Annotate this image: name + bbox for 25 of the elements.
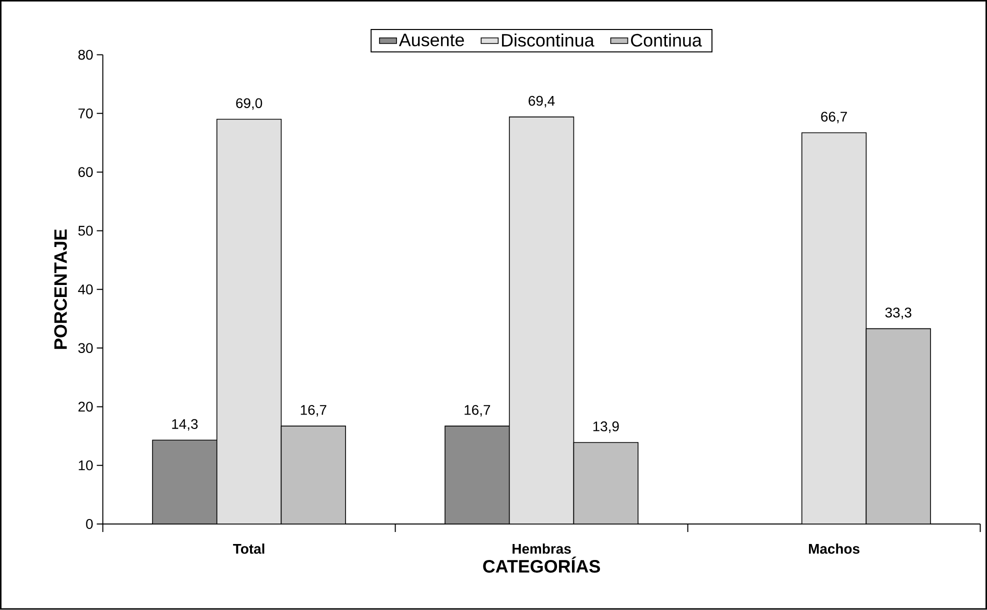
y-tick-label: 20 [78, 402, 93, 412]
legend-label: Continua [631, 34, 702, 47]
x-tick-label: Machos [808, 544, 860, 554]
x-tick-label: Hembras [512, 544, 571, 554]
y-tick-label: 30 [78, 343, 93, 354]
data-label: 13,9 [593, 422, 619, 434]
legend-label: Ausente [398, 34, 464, 46]
y-tick-label: 70 [78, 108, 93, 118]
y-tick-label: 50 [78, 226, 93, 236]
y-tick-label: 40 [78, 284, 93, 294]
y-tick-label: 60 [78, 167, 93, 178]
data-label: 16,7 [464, 405, 490, 417]
data-label: 33,3 [885, 308, 912, 320]
y-tick-label: 80 [78, 50, 93, 60]
data-label: 14,3 [172, 419, 198, 431]
data-label: 69,0 [236, 98, 262, 110]
data-label: 66,7 [821, 112, 847, 124]
data-label: 16,7 [300, 405, 326, 417]
data-label: 69,4 [528, 96, 555, 108]
y-tick-label: 0 [86, 519, 93, 530]
legend-label: Discontinua [502, 34, 594, 47]
x-tick-label: Total [233, 544, 264, 554]
y-tick-label: 10 [78, 460, 93, 470]
x-axis-title: CATEGORÍAS [483, 556, 600, 573]
y-axis-title: PORCENTAJE [54, 230, 67, 349]
